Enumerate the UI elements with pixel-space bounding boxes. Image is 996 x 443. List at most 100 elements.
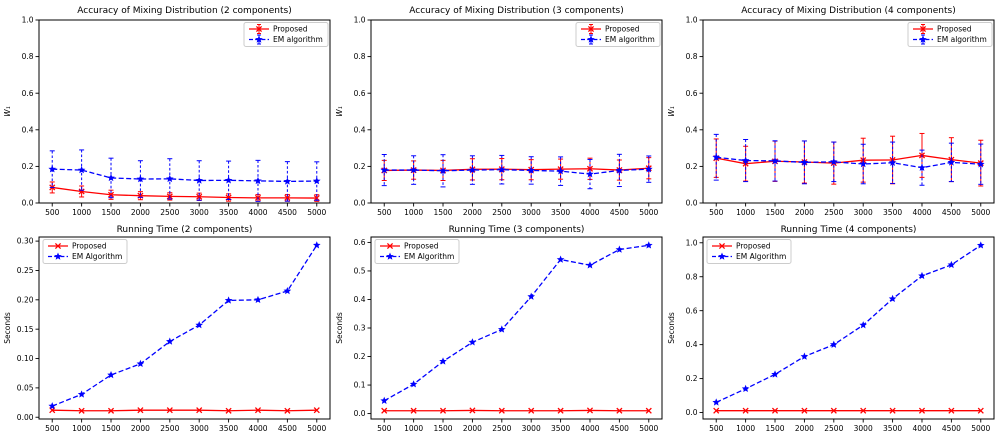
star-marker xyxy=(283,177,292,185)
x-tick-label: 3000 xyxy=(522,208,541,217)
x-tick-label: 500 xyxy=(45,424,60,433)
star-marker xyxy=(312,177,321,185)
x-marker xyxy=(919,25,927,33)
axes-frame xyxy=(38,236,331,420)
x-marker xyxy=(918,407,926,414)
x-tick-label: 2000 xyxy=(795,208,814,217)
star-marker xyxy=(741,384,750,393)
x-tick-label: 1000 xyxy=(736,424,755,433)
x-marker xyxy=(137,407,144,414)
star-marker xyxy=(195,176,203,184)
star-marker xyxy=(386,252,394,260)
series-em-algorithm xyxy=(48,149,321,202)
x-marker xyxy=(196,193,203,200)
series-line xyxy=(51,244,318,407)
y-tick-label: 0.4 xyxy=(354,295,366,304)
x-marker xyxy=(498,407,505,414)
series-line xyxy=(716,154,981,165)
x-marker xyxy=(718,242,726,250)
star-marker xyxy=(712,153,721,161)
x-marker xyxy=(107,407,115,414)
x-tick-label: 1500 xyxy=(433,424,452,433)
star-marker xyxy=(255,35,263,43)
star-marker xyxy=(859,321,867,329)
series-line xyxy=(52,168,317,183)
star-marker xyxy=(468,338,477,346)
y-tick-label: 0.4 xyxy=(354,125,366,134)
star-marker xyxy=(498,165,506,173)
star-marker xyxy=(380,396,389,404)
x-tick-label: 4500 xyxy=(942,208,961,217)
x-tick-label: 2500 xyxy=(824,208,843,217)
star-marker xyxy=(254,176,262,185)
star-marker xyxy=(918,163,926,171)
x-tick-label: 1000 xyxy=(72,208,91,217)
x-tick-label: 3000 xyxy=(522,424,541,433)
x-marker xyxy=(586,407,594,414)
x-marker xyxy=(284,407,291,414)
y-tick-label: 0.0 xyxy=(22,199,34,208)
x-tick-label: 5000 xyxy=(971,424,990,433)
x-tick-label: 2000 xyxy=(463,208,482,217)
legend-label: EM Algorithm xyxy=(736,252,786,261)
y-tick-label: 0.6 xyxy=(354,238,366,247)
y-tick-label: 0.0 xyxy=(354,199,366,208)
x-tick-label: 4500 xyxy=(278,208,297,217)
y-tick-label: 0.4 xyxy=(686,340,698,349)
star-marker xyxy=(527,292,535,300)
subplot-accuracy-2-components: Accuracy of Mixing Distribution (2 compo… xyxy=(3,6,331,217)
x-marker xyxy=(860,407,867,414)
x-tick-label: 2500 xyxy=(492,424,511,433)
x-tick-label: 5000 xyxy=(639,208,658,217)
x-tick-label: 500 xyxy=(709,208,724,217)
series-line xyxy=(384,168,649,175)
star-marker xyxy=(919,35,927,43)
x-tick-label: 3000 xyxy=(190,424,209,433)
x-tick-label: 3500 xyxy=(883,424,902,433)
star-marker xyxy=(468,166,477,174)
x-tick-label: 1500 xyxy=(433,208,452,217)
series-em-algorithm xyxy=(48,241,321,410)
y-tick-label: 0.6 xyxy=(686,306,698,315)
chart-title: Accuracy of Mixing Distribution (3 compo… xyxy=(409,6,623,16)
y-axis-label: W₁ xyxy=(3,106,12,116)
series-proposed xyxy=(49,407,320,414)
star-marker xyxy=(107,173,115,182)
series-proposed xyxy=(713,407,984,414)
x-marker xyxy=(54,242,62,250)
x-marker xyxy=(977,407,984,414)
y-tick-label: 0.1 xyxy=(354,381,366,390)
subplot-running-time-4-components: Running Time (4 components) 500 1000 1500 20… xyxy=(667,225,995,433)
star-marker xyxy=(644,241,653,249)
axes-frame xyxy=(370,19,663,204)
x-marker xyxy=(713,407,720,414)
y-tick-label: 0.6 xyxy=(22,89,34,98)
star-marker xyxy=(712,398,721,406)
star-marker xyxy=(409,166,418,174)
y-tick-label: 0.2 xyxy=(354,352,366,361)
star-marker xyxy=(166,174,174,183)
series-em-algorithm xyxy=(380,241,653,404)
x-marker xyxy=(78,407,85,414)
series-em-algorithm xyxy=(712,241,985,406)
star-marker xyxy=(283,287,292,295)
legend-label: Proposed xyxy=(273,25,308,34)
y-tick-label: 0.00 xyxy=(17,413,34,422)
x-marker xyxy=(284,194,291,201)
x-tick-label: 1000 xyxy=(404,208,423,217)
x-tick-label: 1000 xyxy=(736,208,755,217)
star-marker xyxy=(586,170,594,178)
star-marker xyxy=(224,176,233,184)
y-tick-label: 0.2 xyxy=(686,162,698,171)
legend-label: Proposed xyxy=(736,242,771,251)
x-marker xyxy=(616,407,623,414)
y-tick-label: 0.0 xyxy=(354,409,366,418)
x-tick-label: 3000 xyxy=(854,208,873,217)
x-tick-label: 4500 xyxy=(610,424,629,433)
